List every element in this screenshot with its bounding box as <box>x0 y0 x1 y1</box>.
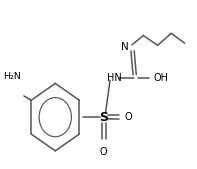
Text: OH: OH <box>153 73 168 83</box>
Text: HN: HN <box>107 73 122 83</box>
Text: O: O <box>100 147 108 156</box>
Text: O: O <box>125 112 132 122</box>
Text: S: S <box>99 111 108 124</box>
Text: H₂N: H₂N <box>3 72 21 81</box>
Text: N: N <box>121 42 129 53</box>
